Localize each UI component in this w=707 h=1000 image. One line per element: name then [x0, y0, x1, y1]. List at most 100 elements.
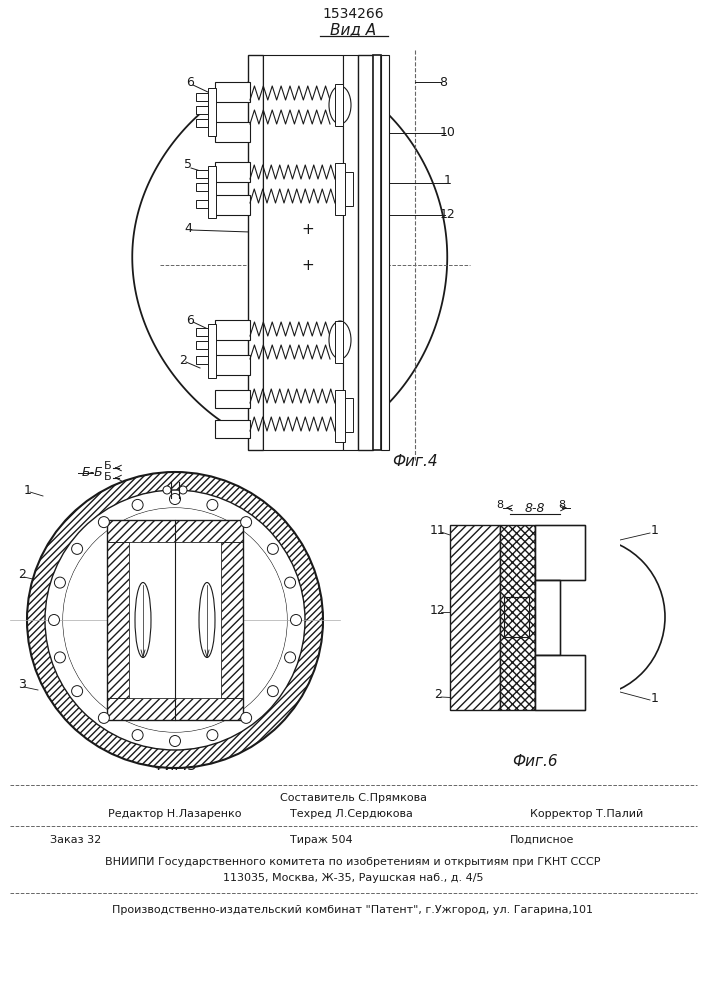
Bar: [500, 525, 535, 710]
Text: 3: 3: [18, 678, 26, 692]
Bar: [535, 655, 585, 710]
Text: 4: 4: [248, 634, 256, 647]
Ellipse shape: [135, 582, 151, 658]
Circle shape: [54, 652, 66, 663]
Bar: [215, 420, 250, 438]
Text: 12: 12: [430, 603, 446, 616]
Circle shape: [291, 614, 301, 626]
Circle shape: [132, 499, 143, 510]
Text: 8: 8: [496, 500, 503, 510]
Text: 8-8: 8-8: [525, 502, 545, 514]
Text: 1: 1: [24, 484, 32, 496]
Circle shape: [207, 730, 218, 741]
Text: 6: 6: [186, 77, 194, 90]
Text: Б: Б: [104, 472, 112, 482]
Bar: [215, 390, 250, 408]
Bar: [196, 183, 208, 191]
Bar: [215, 162, 250, 182]
Bar: [450, 525, 500, 710]
Bar: [343, 55, 358, 450]
Wedge shape: [585, 537, 665, 697]
Bar: [500, 525, 535, 710]
Circle shape: [267, 686, 279, 697]
Bar: [535, 580, 560, 655]
Bar: [381, 55, 389, 450]
Bar: [208, 88, 216, 136]
Text: Подписное: Подписное: [510, 835, 574, 845]
Text: 6: 6: [186, 314, 194, 326]
Bar: [345, 398, 353, 432]
Bar: [107, 698, 243, 720]
Text: Б: Б: [104, 461, 112, 471]
Bar: [263, 55, 343, 450]
Circle shape: [267, 543, 279, 554]
Text: Составитель С.Прямкова: Составитель С.Прямкова: [279, 793, 426, 803]
Text: Б-Б: Б-Б: [82, 466, 104, 480]
Bar: [215, 82, 250, 102]
Text: 12: 12: [240, 538, 256, 552]
Circle shape: [45, 490, 305, 750]
Bar: [335, 321, 343, 363]
Text: +: +: [302, 223, 315, 237]
Circle shape: [207, 499, 218, 510]
Text: Фиг.5: Фиг.5: [152, 758, 198, 772]
Text: Вид A: Вид A: [330, 22, 376, 37]
Ellipse shape: [329, 86, 351, 124]
Ellipse shape: [329, 321, 351, 359]
Bar: [107, 520, 243, 542]
Text: 1534266: 1534266: [322, 7, 384, 21]
Bar: [535, 525, 620, 710]
Circle shape: [49, 614, 59, 626]
Text: 2: 2: [179, 354, 187, 366]
Text: Техред Л.Сердюкова: Техред Л.Сердюкова: [290, 809, 413, 819]
Bar: [345, 172, 353, 206]
Text: 12: 12: [440, 209, 456, 222]
Circle shape: [54, 577, 66, 588]
Text: 1: 1: [651, 692, 659, 704]
Bar: [335, 84, 343, 126]
Bar: [196, 106, 208, 114]
Circle shape: [240, 517, 252, 528]
Circle shape: [170, 493, 180, 504]
Circle shape: [285, 577, 296, 588]
Text: 8: 8: [439, 76, 447, 89]
Circle shape: [71, 543, 83, 554]
Circle shape: [170, 736, 180, 746]
Bar: [196, 170, 208, 178]
Bar: [358, 55, 373, 450]
Circle shape: [98, 712, 110, 723]
Text: Корректор Т.Палий: Корректор Т.Палий: [530, 809, 643, 819]
Bar: [504, 597, 529, 637]
Text: 2: 2: [434, 688, 442, 702]
Text: 10: 10: [440, 126, 456, 139]
Circle shape: [71, 686, 83, 697]
Bar: [196, 328, 208, 336]
Circle shape: [63, 508, 287, 732]
Bar: [248, 55, 263, 450]
Bar: [535, 580, 560, 655]
Bar: [335, 163, 345, 215]
Bar: [215, 355, 250, 375]
Text: 1: 1: [444, 174, 452, 186]
Circle shape: [27, 472, 323, 768]
Circle shape: [240, 712, 252, 723]
Ellipse shape: [199, 582, 215, 658]
Text: Производственно-издательский комбинат "Патент", г.Ужгород, ул. Гагарина,101: Производственно-издательский комбинат "П…: [112, 905, 593, 915]
Bar: [215, 195, 250, 215]
Bar: [196, 341, 208, 349]
Bar: [535, 525, 585, 580]
Circle shape: [285, 652, 296, 663]
Text: Тираж 504: Тираж 504: [290, 835, 353, 845]
Text: Фиг.6: Фиг.6: [512, 754, 558, 770]
Text: 2: 2: [18, 568, 26, 582]
Bar: [215, 122, 250, 142]
Bar: [107, 542, 129, 698]
Bar: [535, 655, 585, 710]
Text: +: +: [302, 257, 315, 272]
Text: ВНИИПИ Государственного комитета по изобретениям и открытиям при ГКНТ СССР: ВНИИПИ Государственного комитета по изоб…: [105, 857, 601, 867]
Text: Заказ 32: Заказ 32: [50, 835, 101, 845]
Bar: [535, 525, 585, 580]
Bar: [208, 324, 216, 378]
Bar: [215, 320, 250, 340]
Bar: [107, 520, 243, 720]
